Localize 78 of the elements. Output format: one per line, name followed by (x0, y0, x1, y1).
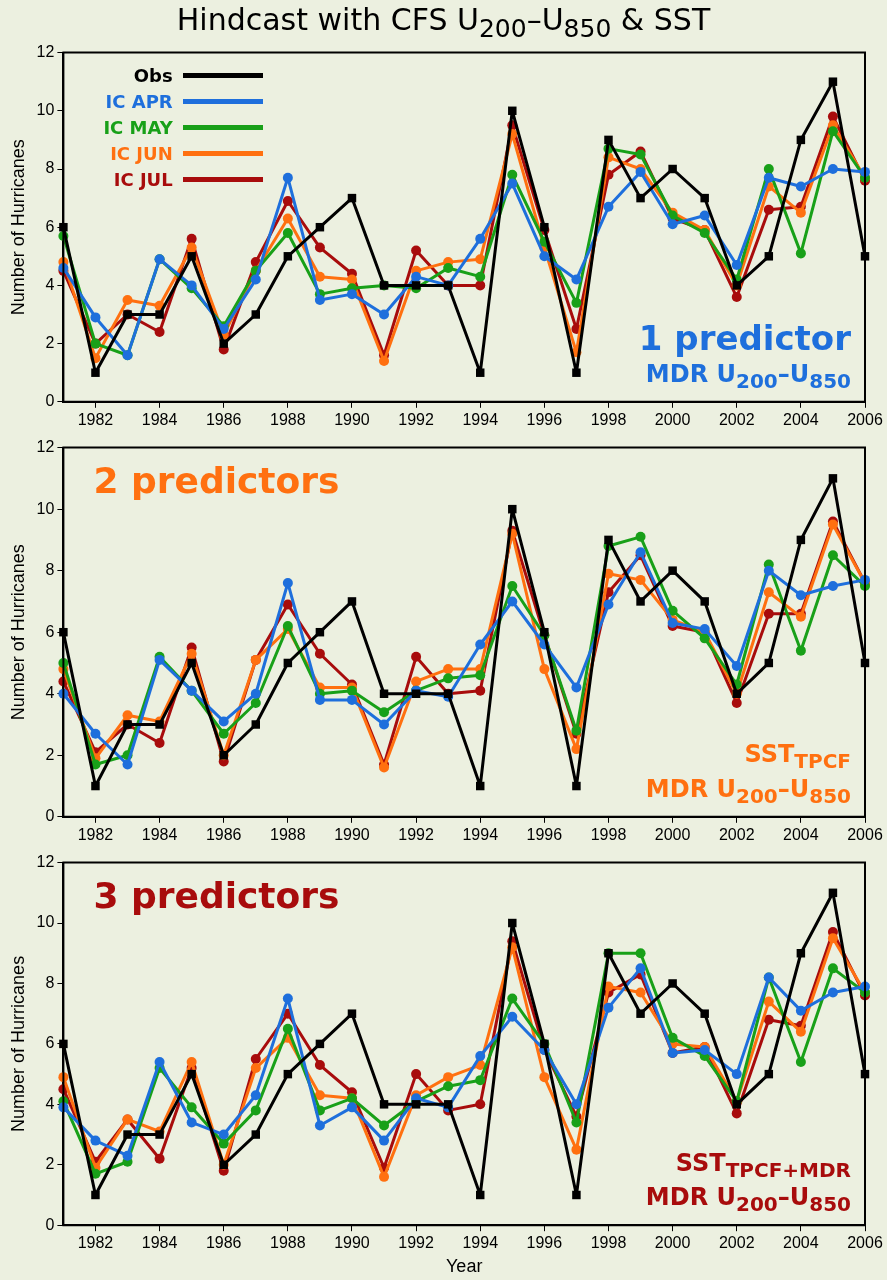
x-tick-label: 2000 (654, 825, 691, 843)
x-tick-label: 1986 (205, 1234, 242, 1252)
legend-label: IC JUN (110, 143, 173, 165)
y-tick-label: 4 (45, 1094, 55, 1112)
y-tick-label: 10 (36, 101, 55, 119)
x-tick-label: 1998 (590, 825, 627, 843)
x-tick-label: 1982 (77, 825, 114, 843)
x-tick-label: 1984 (141, 825, 178, 843)
x-tick-label: 2006 (847, 825, 883, 843)
x-tick-label: 1982 (77, 410, 114, 428)
annotation: SST$_{TPCF+MDR}$ (674, 1147, 851, 1183)
x-axis-title: Year (446, 1256, 483, 1277)
y-tick-label: 12 (36, 438, 55, 456)
y-axis-title: Number of Hurricanes (7, 544, 28, 721)
y-axis-title: Number of Hurricanes (7, 139, 28, 316)
x-tick-label: 2006 (847, 1234, 883, 1252)
y-tick-label: 4 (45, 684, 55, 702)
x-tick-label: 1996 (526, 825, 563, 843)
x-tick-label: 1992 (398, 825, 434, 843)
legend-label: Obs (133, 65, 173, 87)
annotation: MDR U$_{200}$–U$_{850}$ (645, 774, 851, 809)
x-tick-label: 1982 (77, 1234, 114, 1252)
annotation: 3 predictors (93, 874, 340, 916)
y-tick-label: 12 (36, 853, 55, 871)
x-tick-label: 1998 (590, 1234, 627, 1252)
y-tick-label: 10 (36, 499, 55, 517)
x-tick-label: 2006 (847, 410, 883, 428)
y-tick-label: 6 (45, 622, 55, 640)
y-tick-label: 0 (45, 392, 55, 410)
x-tick-label: 1994 (462, 825, 499, 843)
y-tick-label: 4 (45, 275, 55, 293)
x-tick-label: 1986 (205, 410, 242, 428)
x-tick-label: 1996 (526, 1234, 563, 1252)
x-tick-label: 1984 (141, 410, 178, 428)
y-tick-label: 8 (45, 973, 55, 991)
x-tick-label: 1986 (205, 825, 242, 843)
x-tick-label: 1988 (270, 825, 306, 843)
y-tick-label: 0 (45, 1215, 55, 1233)
legend-label: IC MAY (103, 117, 173, 139)
x-tick-label: 1990 (334, 410, 370, 428)
x-tick-label: 2004 (783, 1234, 819, 1252)
y-tick-label: 2 (45, 745, 55, 763)
x-tick-label: 2000 (654, 410, 691, 428)
x-tick-label: 2004 (783, 410, 819, 428)
x-tick-label: 1992 (398, 410, 434, 428)
x-tick-label: 1994 (462, 1234, 499, 1252)
x-tick-label: 2002 (718, 410, 755, 428)
legend-label: IC APR (105, 91, 173, 113)
x-tick-label: 1994 (462, 410, 499, 428)
legend-label: IC JUL (113, 169, 173, 191)
x-tick-label: 2000 (654, 1234, 691, 1252)
x-tick-label: 1988 (270, 410, 306, 428)
y-tick-label: 12 (36, 43, 55, 61)
y-tick-label: 8 (45, 561, 55, 579)
x-tick-label: 1990 (334, 825, 370, 843)
y-tick-label: 6 (45, 1034, 55, 1052)
x-tick-label: 1996 (526, 410, 563, 428)
y-tick-label: 2 (45, 1155, 55, 1173)
x-tick-label: 2002 (718, 1234, 755, 1252)
x-tick-label: 1988 (270, 1234, 306, 1252)
annotation: MDR U$_{200}$–U$_{850}$ (645, 1182, 851, 1218)
x-tick-label: 2004 (783, 825, 819, 843)
y-tick-label: 8 (45, 159, 55, 177)
x-tick-label: 1990 (334, 1234, 370, 1252)
annotation: SST$_{TPCF}$ (743, 739, 851, 775)
annotation: 2 predictors (93, 459, 340, 501)
x-tick-label: 1998 (590, 410, 627, 428)
y-tick-label: 2 (45, 334, 55, 352)
x-tick-label: 1992 (398, 1234, 434, 1252)
x-tick-label: 2002 (718, 825, 755, 843)
y-tick-label: 10 (36, 913, 55, 931)
annotation: MDR U$_{200}$–U$_{850}$ (644, 359, 851, 394)
y-axis-title: Number of Hurricanes (7, 955, 28, 1132)
x-tick-label: 1984 (141, 1234, 178, 1252)
annotation: 1 predictor (638, 316, 851, 360)
y-tick-label: 0 (45, 807, 55, 825)
chart-title: Hindcast with CFS U$_{200}$–U$_{850}$ & SST (175, 2, 712, 43)
y-tick-label: 6 (45, 217, 55, 235)
